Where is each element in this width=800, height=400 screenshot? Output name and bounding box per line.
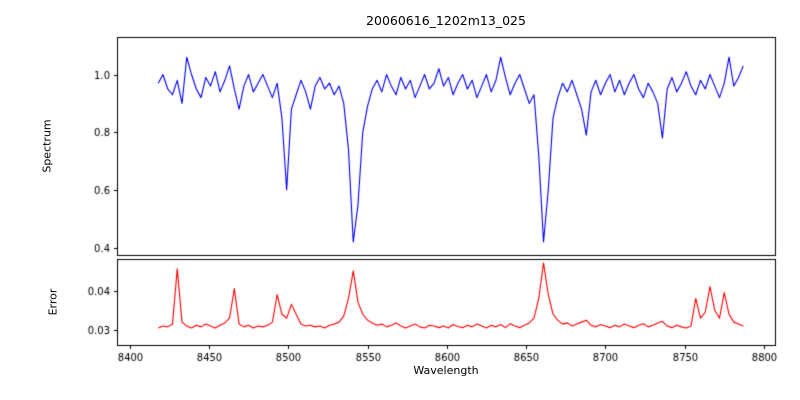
- spectrum-y-axis-label: Spectrum: [40, 119, 54, 173]
- error-y-axis-label: Error: [46, 288, 60, 316]
- wavelength-x-axis-label: Wavelength: [413, 364, 479, 377]
- chart-title: 20060616_1202m13_025: [366, 13, 526, 28]
